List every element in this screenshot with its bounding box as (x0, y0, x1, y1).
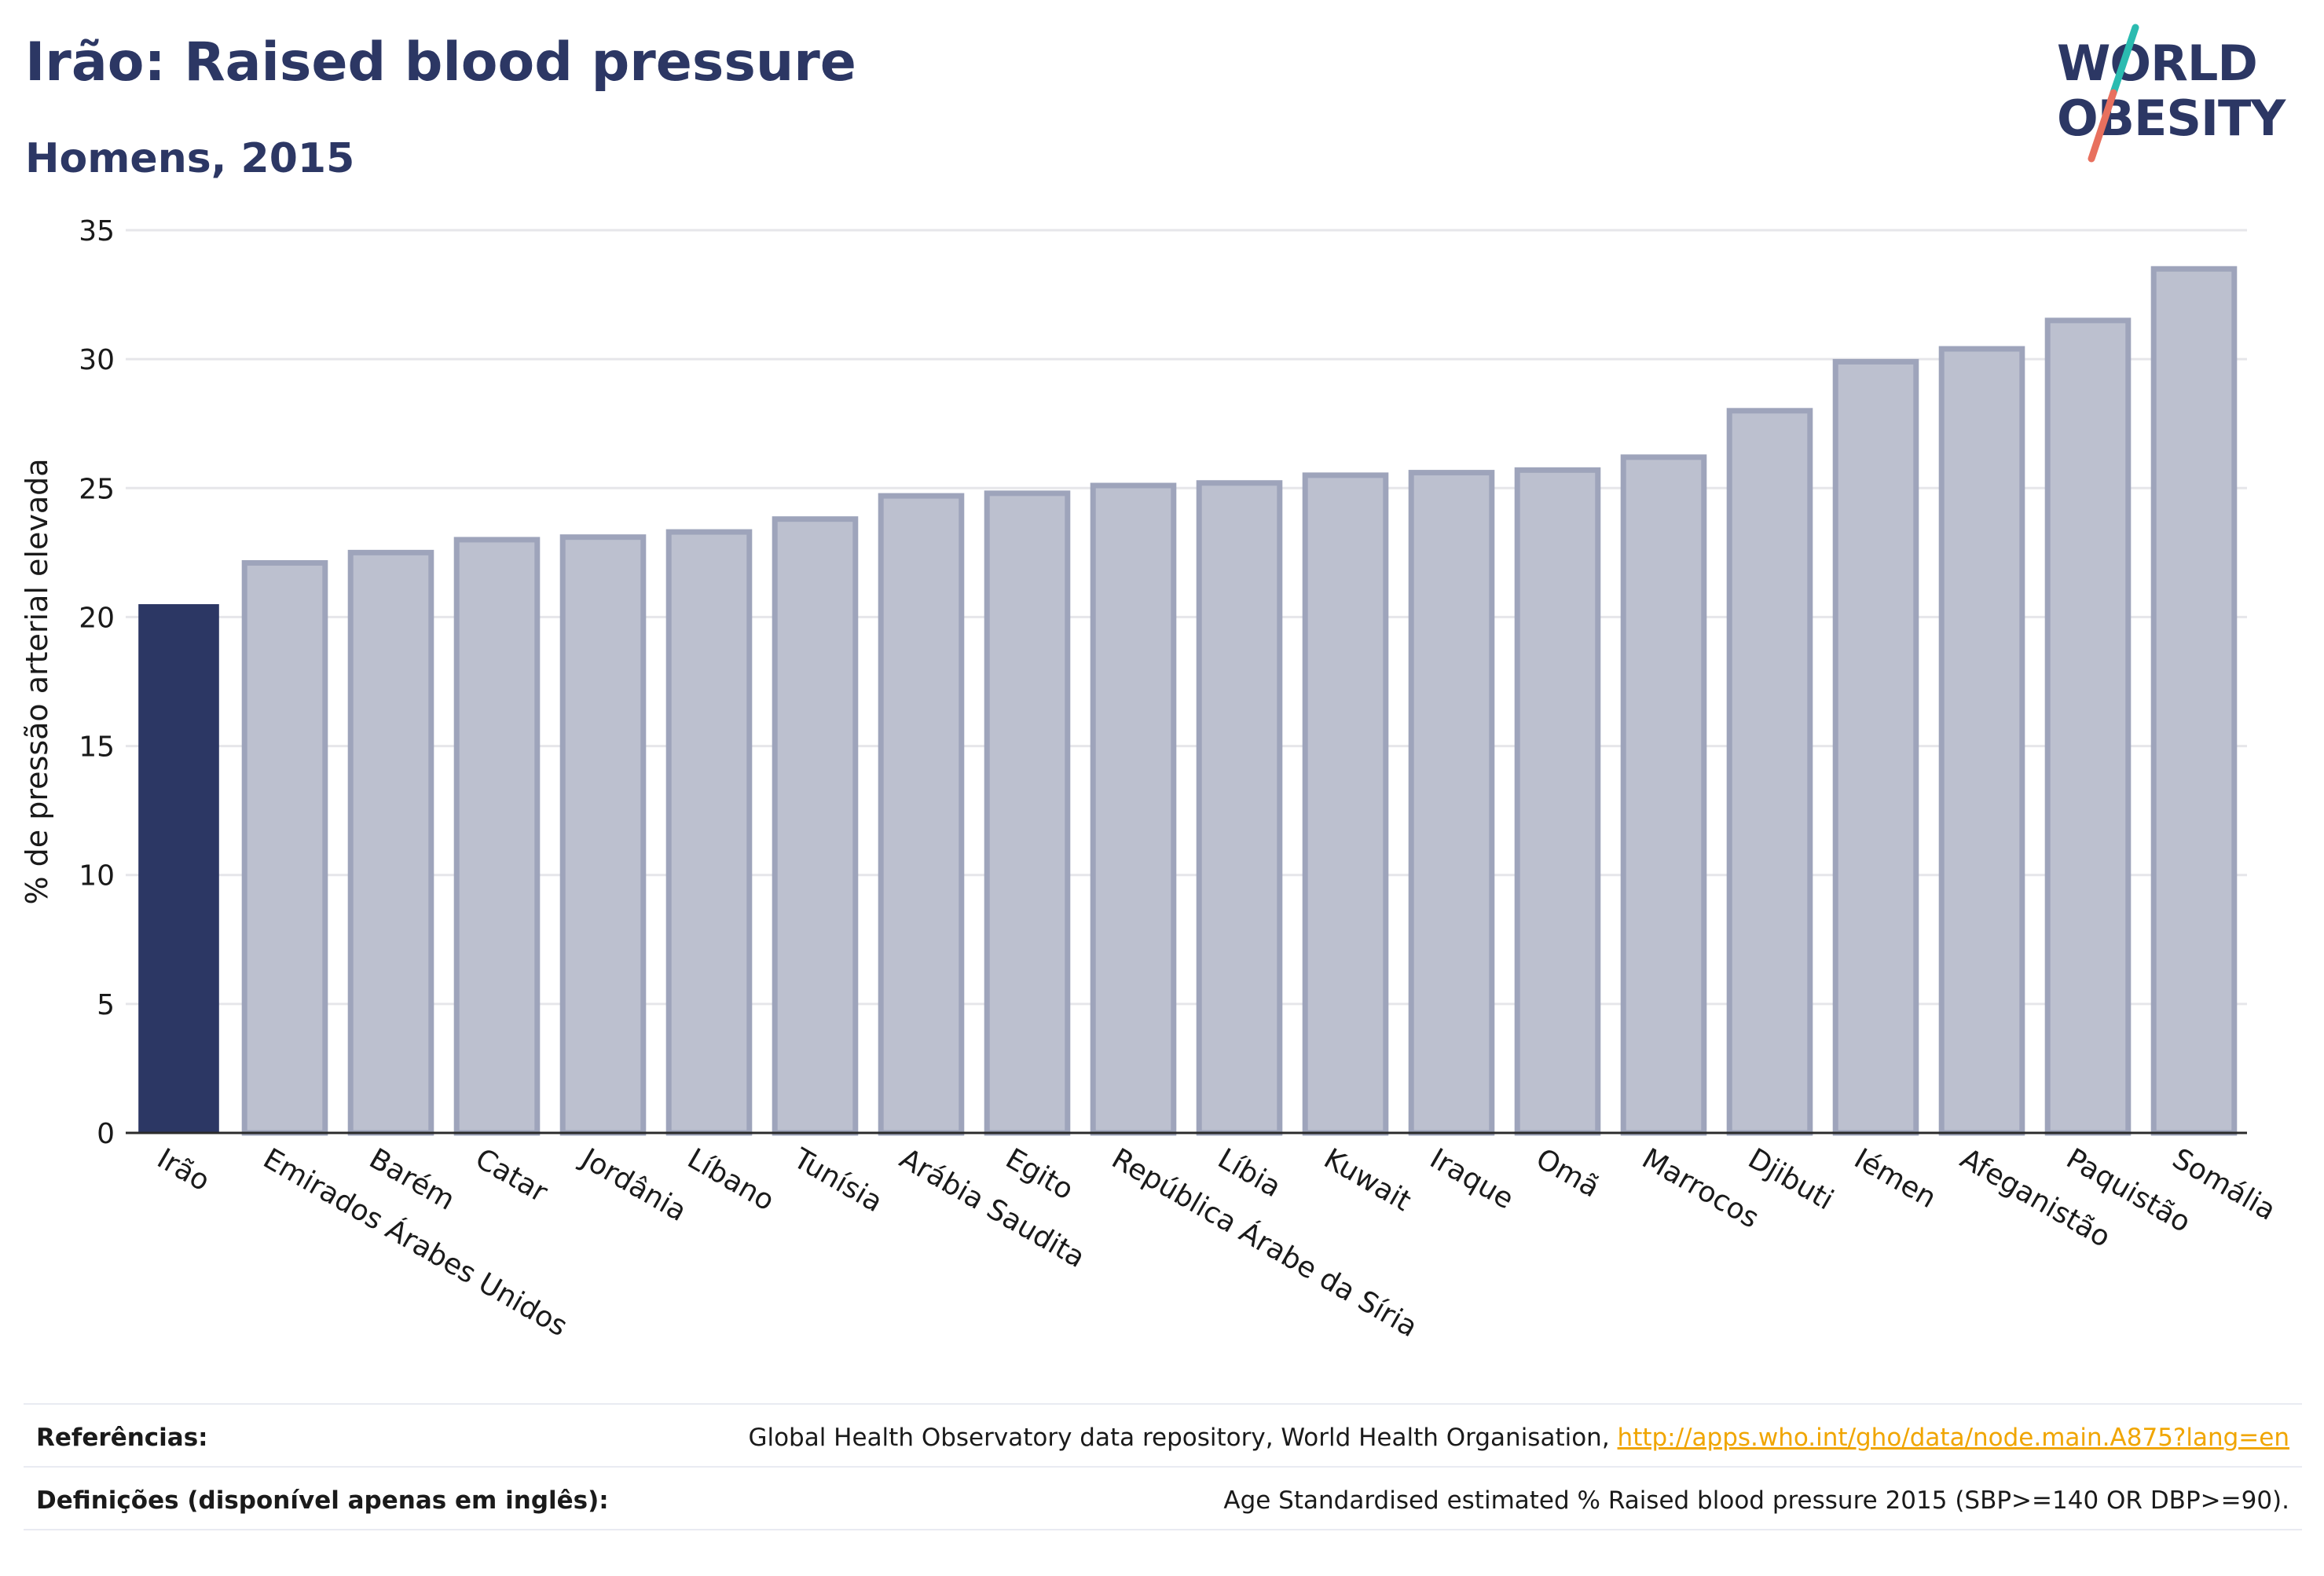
y-tick-label: 10 (79, 860, 115, 892)
bar (1090, 482, 1177, 1136)
y-tick-label: 5 (97, 989, 115, 1021)
references-value: Global Health Observatory data repositor… (748, 1424, 2289, 1452)
x-tick-label: Iraque (1424, 1142, 1519, 1215)
y-tick-label: 0 (97, 1118, 115, 1150)
bar-chart: 0 5 10 15 20 25 30 35 Irão Emirados Árabes Unido… (20, 215, 2281, 1343)
bar (1938, 346, 2025, 1136)
bars (138, 266, 2238, 1136)
x-tick-label: Marrocos (1637, 1142, 1764, 1234)
references-text: Global Health Observatory data repositor… (748, 1424, 1618, 1452)
bar (984, 490, 1071, 1136)
bar (1196, 480, 1283, 1136)
y-tick-label: 15 (79, 731, 115, 764)
definitions-label: Definições (disponível apenas em inglês)… (36, 1486, 609, 1515)
y-axis-ticks: 0 5 10 15 20 25 30 35 (79, 215, 115, 1150)
logo-slash-bottom (2088, 89, 2117, 163)
x-tick-label: Líbia (1212, 1142, 1286, 1204)
x-tick-label: Kuwait (1318, 1142, 1417, 1218)
y-tick-label: 25 (79, 473, 115, 505)
x-tick-label: Iémen (1849, 1142, 1941, 1215)
bar (1620, 454, 1707, 1136)
bar (1832, 358, 1919, 1136)
bar (138, 604, 219, 1133)
references-label: Referências: (36, 1424, 208, 1452)
bar (878, 493, 965, 1136)
y-axis-title: % de pressão arterial elevada (20, 458, 54, 904)
bar (772, 516, 859, 1136)
y-tick-label: 30 (79, 344, 115, 376)
grid-lines (126, 229, 2247, 1006)
logo-line-world: WORLD (2057, 35, 2257, 92)
definitions-row: Definições (disponível apenas em inglês)… (24, 1466, 2302, 1530)
x-tick-label: Tunísia (787, 1142, 888, 1219)
chart-title: Irão: Raised blood pressure (25, 31, 856, 93)
y-tick-label: 20 (79, 602, 115, 634)
bar (453, 537, 541, 1136)
logo-slash-top (2110, 24, 2139, 97)
x-tick-label: Jordânia (574, 1142, 691, 1228)
bar (241, 559, 328, 1136)
bar (2150, 266, 2238, 1136)
x-tick-label: Catar (470, 1142, 553, 1209)
x-tick-label: Arábia Saudita (894, 1142, 1091, 1274)
references-row: Referências: Global Health Observatory d… (24, 1403, 2302, 1466)
x-tick-label: Irão (152, 1142, 215, 1197)
y-tick-label: 35 (79, 215, 115, 247)
world-obesity-logo: WORLD OBESITY (2057, 24, 2287, 163)
chart-subtitle: Homens, 2015 (25, 135, 355, 182)
x-tick-label: Egito (1000, 1142, 1079, 1206)
bar (1726, 408, 1813, 1136)
bar (665, 529, 753, 1136)
bar (1408, 470, 1495, 1136)
bar (1302, 472, 1389, 1136)
x-tick-label: Líbano (682, 1142, 779, 1217)
bar (1514, 467, 1601, 1136)
references-link[interactable]: http://apps.who.int/gho/data/node.main.A… (1617, 1424, 2289, 1452)
bar (559, 534, 647, 1136)
x-tick-label: Omã (1530, 1142, 1605, 1204)
bar (347, 549, 434, 1136)
definitions-value: Age Standardised estimated % Raised bloo… (1223, 1486, 2289, 1515)
bar (2044, 317, 2132, 1136)
